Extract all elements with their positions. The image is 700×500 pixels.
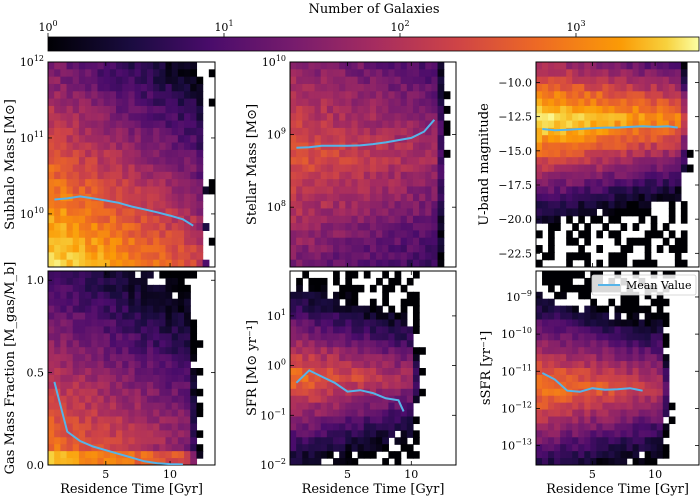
heatmap-ssfr xyxy=(536,271,699,465)
y-tick-label: 10−10 xyxy=(501,326,532,341)
heatmap-u-band-magnitude xyxy=(536,62,699,267)
y-tick-label: 1011 xyxy=(20,130,44,145)
x-tick-label: 10 xyxy=(163,468,177,481)
y-tick-label: −10.0 xyxy=(498,77,532,90)
colorbar-tick-label: 103 xyxy=(566,19,585,34)
y-tick-label: −22.5 xyxy=(498,247,532,260)
heatmap-sfr xyxy=(290,271,456,465)
axes-frame xyxy=(47,61,216,268)
panel-gas-mass-fraction: 5 10 0.0 0.5 1.0 Gas Mass Fraction [M_gas/M_b… xyxy=(3,262,216,497)
heatmap-stellar-mass xyxy=(290,62,456,267)
panel-ssfr: 5 10 10−13 10−12 10−11 10−10 10−9 sSFR [yr⁻¹] Re… xyxy=(479,270,700,497)
axes-frame xyxy=(289,270,457,466)
y-tick-label: 109 xyxy=(267,127,286,142)
x-axis-label: Residence Time [Gyr] xyxy=(546,482,689,497)
y-tick-label: 100 xyxy=(267,358,286,373)
y-tick-label: 0.0 xyxy=(27,459,45,472)
axes-frame xyxy=(289,61,457,268)
y-tick-label: 1010 xyxy=(20,206,44,221)
legend: Mean Value xyxy=(591,274,697,296)
y-tick-label: −20.0 xyxy=(498,213,532,226)
colorbar-tick-label: 100 xyxy=(38,19,57,34)
mean-line-gas-mass-fraction xyxy=(53,381,183,465)
mean-line-ssfr xyxy=(541,372,643,393)
colorbar: 100 101 102 103 xyxy=(38,19,700,52)
y-tick-label: 1.0 xyxy=(27,274,45,287)
x-axis-label: Residence Time [Gyr] xyxy=(60,482,203,497)
panel-sfr: 5 10 10−2 10−1 100 101 SFR [M⊙ yr⁻¹] Residence … xyxy=(245,270,457,497)
y-tick-label: 10−2 xyxy=(260,457,286,472)
y-axis-label: Subhalo Mass [M⊙] xyxy=(3,99,18,230)
x-tick-label: 10 xyxy=(648,468,662,481)
y-tick-label: 10−9 xyxy=(506,289,532,304)
heatmap-subhalo-mass xyxy=(48,62,215,267)
heatmap-gas-mass-fraction xyxy=(48,271,215,465)
y-tick-label: −12.5 xyxy=(498,111,532,124)
y-tick-label: 1012 xyxy=(20,54,44,69)
y-tick-label: −15.0 xyxy=(498,145,532,158)
y-tick-label: 108 xyxy=(267,199,286,214)
x-tick-label: 5 xyxy=(102,468,109,481)
mean-line-stellar-mass xyxy=(296,119,436,149)
colorbar-tick-label: 102 xyxy=(390,19,409,34)
y-axis-label: U-band magnitude xyxy=(477,103,492,226)
x-tick-label: 5 xyxy=(344,468,351,481)
axes-frame xyxy=(535,61,700,268)
y-tick-label: 10−13 xyxy=(501,438,532,453)
panel-stellar-mass: 108 109 1010 Stellar Mass [M⊙] xyxy=(245,54,457,268)
y-tick-label: 10−11 xyxy=(501,363,532,378)
y-tick-label: 1010 xyxy=(262,54,286,69)
x-tick-label: 10 xyxy=(404,468,418,481)
x-axis-label: Residence Time [Gyr] xyxy=(302,482,445,497)
colorbar-tick-label: 101 xyxy=(214,19,233,34)
mean-line-u-band-magnitude xyxy=(542,125,678,132)
panel-u-band-magnitude: −10.0 −12.5 −15.0 −17.5 −20.0 −22.5 U-band mag… xyxy=(477,61,700,268)
legend-label: Mean Value xyxy=(626,279,692,292)
y-tick-label: 0.5 xyxy=(27,367,45,380)
axes-frame xyxy=(47,270,216,466)
mean-line-sfr xyxy=(295,369,405,412)
y-axis-label: Gas Mass Fraction [M_gas/M_b] xyxy=(3,262,18,475)
y-tick-label: 10−12 xyxy=(501,400,532,415)
axes-frame xyxy=(535,270,700,466)
panel-subhalo-mass: 1010 1011 1012 Subhalo Mass [M⊙] xyxy=(3,54,216,268)
y-tick-label: −17.5 xyxy=(498,179,532,192)
colorbar-title: Number of Galaxies xyxy=(308,2,439,17)
y-tick-label: 101 xyxy=(267,308,286,323)
x-tick-label: 5 xyxy=(589,468,596,481)
y-axis-label: Stellar Mass [M⊙] xyxy=(245,104,260,225)
colorbar-gradient xyxy=(47,36,700,52)
y-axis-label: sSFR [yr⁻¹] xyxy=(479,331,494,405)
mean-line-subhalo-mass xyxy=(54,195,194,227)
y-axis-label: SFR [M⊙ yr⁻¹] xyxy=(245,320,260,416)
y-tick-label: 10−1 xyxy=(260,407,286,422)
